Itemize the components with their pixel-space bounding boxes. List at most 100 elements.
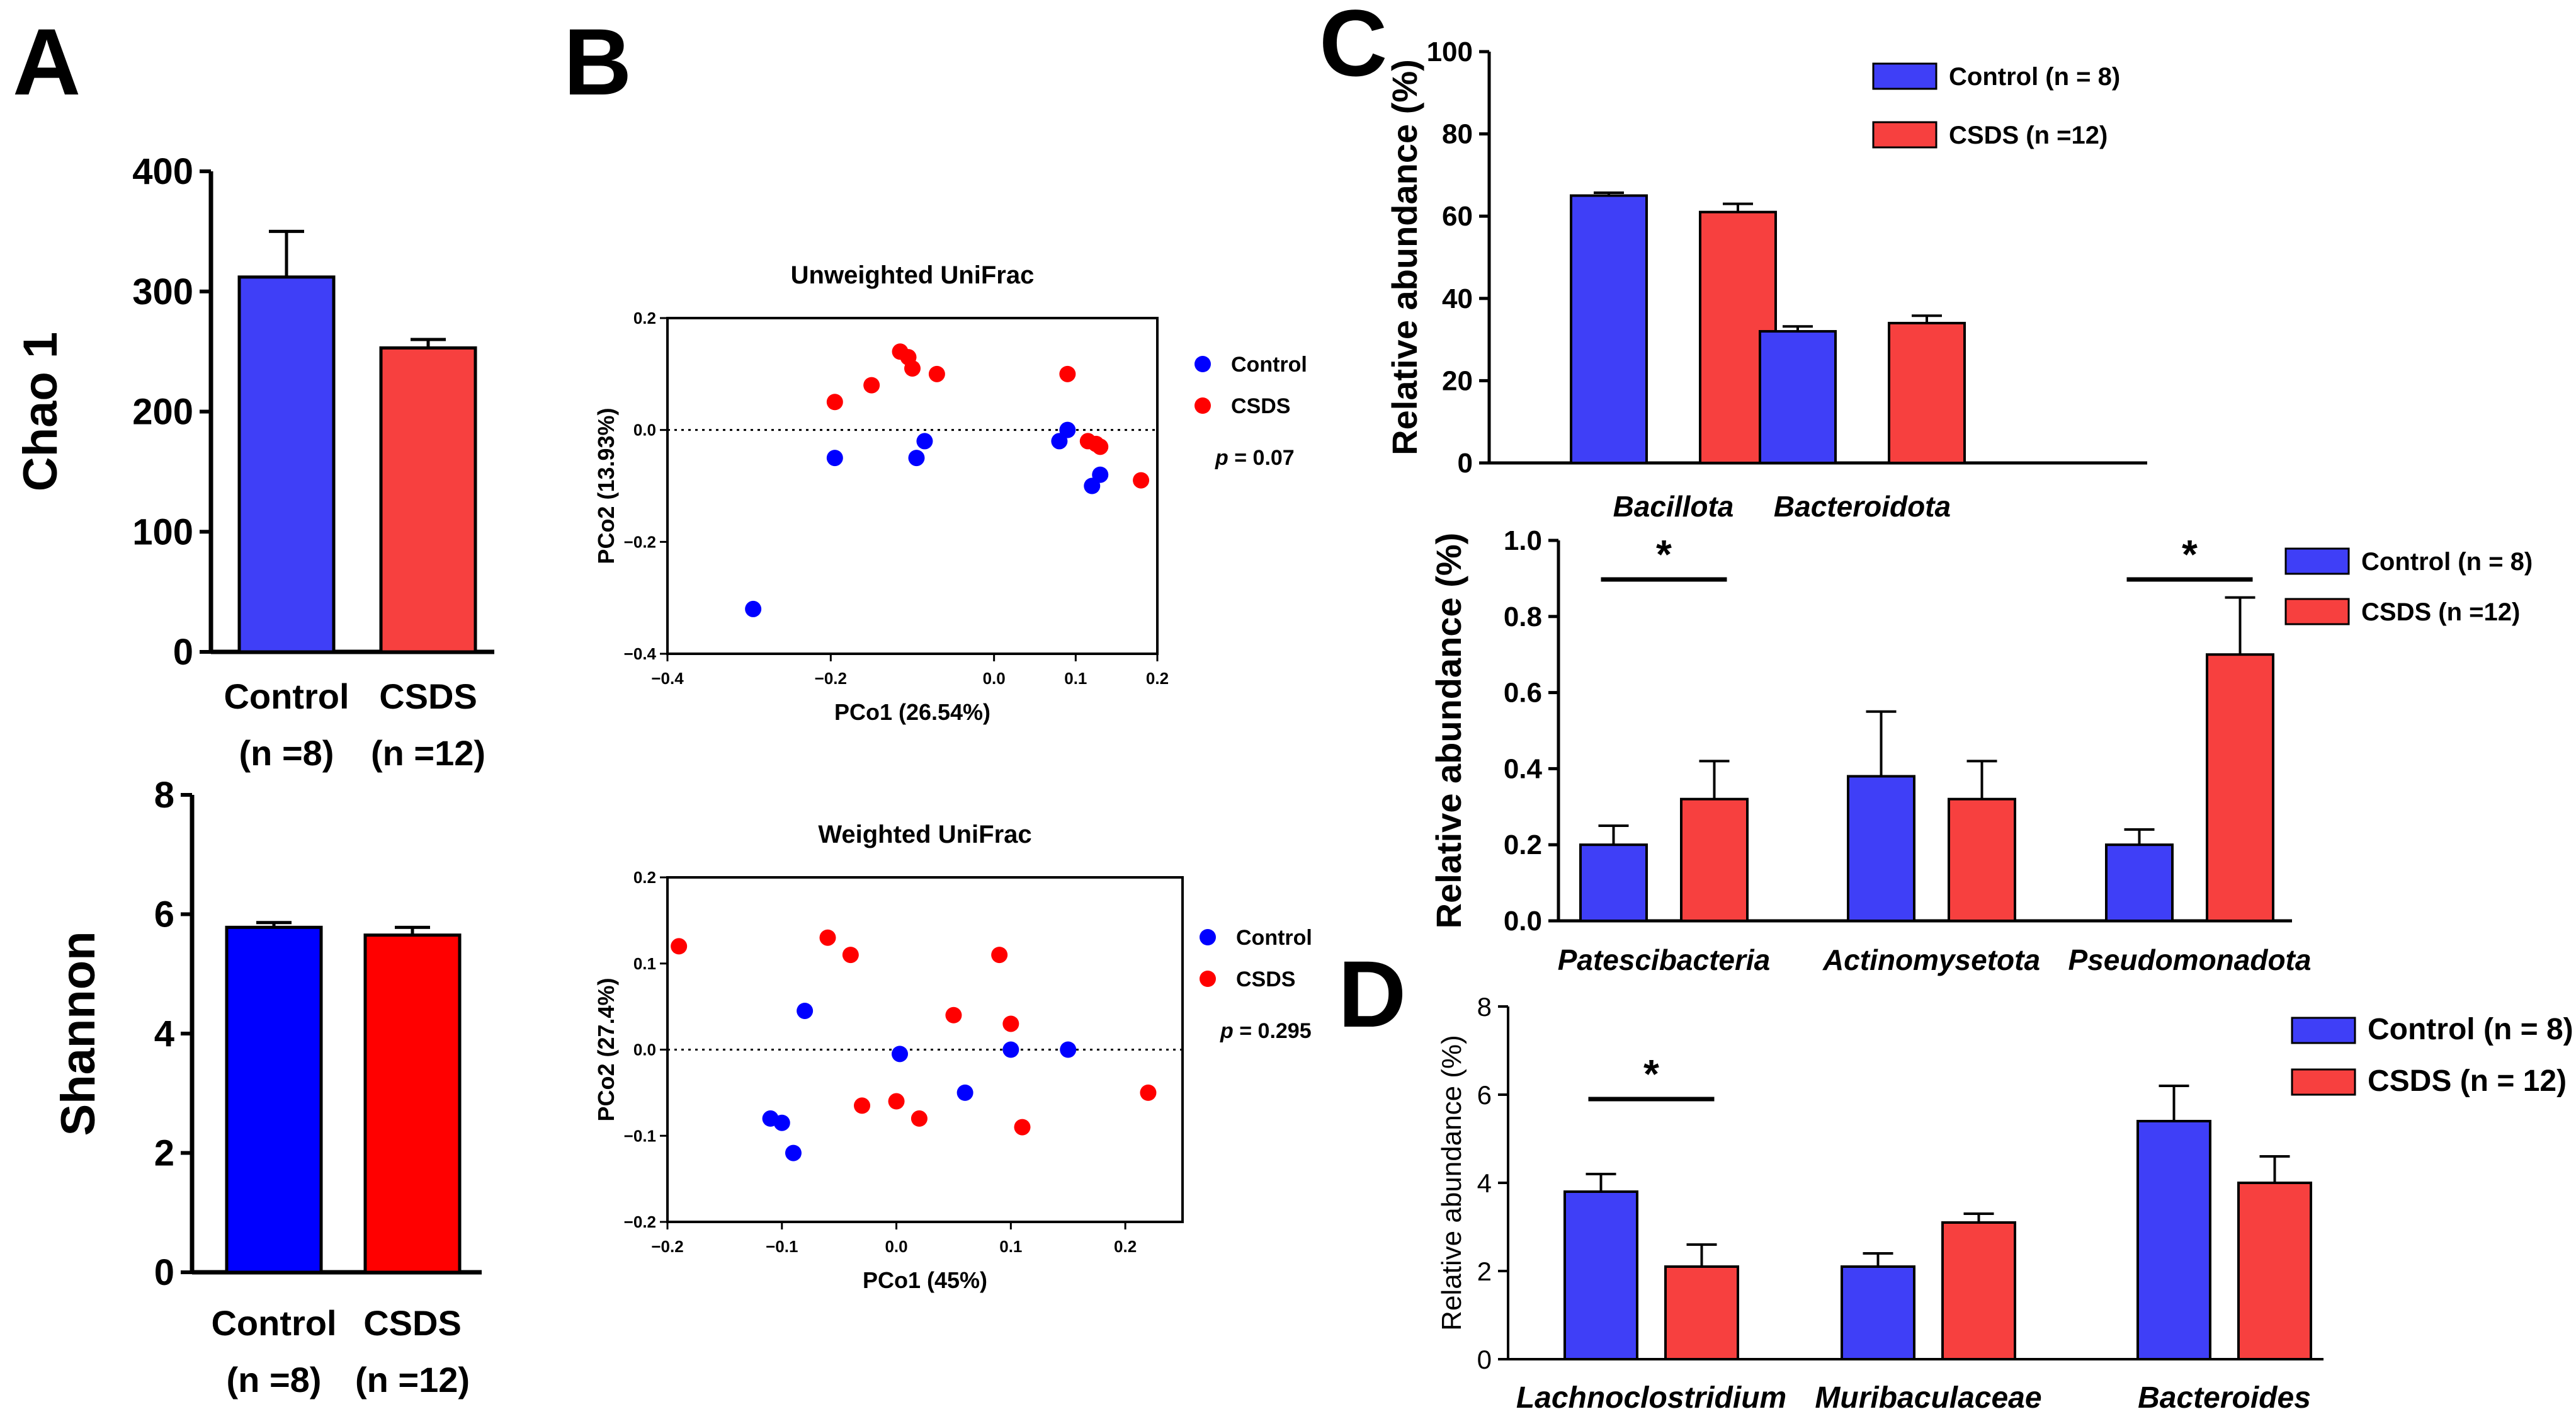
legend-label: CSDS [1236, 967, 1295, 991]
bar-muribaculaceae-control [1841, 1265, 1915, 1360]
legend-label: CSDS (n = 12) [2368, 1064, 2567, 1098]
y-axis-label: Relative abundance (%) [1385, 59, 1424, 455]
legend-marker-control [1200, 929, 1216, 945]
point-csds [911, 1110, 928, 1127]
y-tick-label: 0.0 [633, 421, 656, 440]
x-axis-label: PCo1 (26.54%) [834, 699, 990, 725]
point-control [785, 1144, 802, 1161]
p-value-text: p = 0.295 [1220, 1019, 1312, 1043]
point-control [916, 433, 933, 450]
bar-bacteroides-csds [2237, 1182, 2312, 1360]
point-csds [819, 929, 836, 946]
category-label: CSDS [379, 676, 477, 716]
point-csds [945, 1006, 962, 1023]
panel-letter-c: C [1319, 0, 1387, 96]
category-n-label: (n =12) [371, 733, 485, 773]
point-csds [842, 947, 859, 964]
category-n-label: (n =8) [227, 1360, 322, 1400]
point-control [892, 1046, 909, 1063]
y-axis-label: Relative abundance (%) [1429, 533, 1468, 929]
point-control [956, 1084, 973, 1101]
legend-swatch-control [2291, 1017, 2356, 1044]
x-tick-label: 0.1 [999, 1237, 1022, 1256]
p-value-symbol: p [1215, 446, 1228, 470]
y-tick-label: 0.4 [1504, 753, 1543, 784]
point-csds [928, 365, 945, 382]
y-tick-label: 0.0 [633, 1041, 656, 1059]
bar-lachnoclostridium-control [1563, 1190, 1638, 1360]
bar-actinomysetota-control [1847, 775, 1915, 922]
bar-csds [363, 933, 462, 1274]
point-control [1059, 421, 1076, 438]
legend-swatch-control [1872, 62, 1938, 90]
category-label: Actinomysetota [1822, 944, 2040, 976]
y-tick-label: 8 [1477, 992, 1492, 1022]
point-csds [863, 377, 880, 394]
legend-swatch-csds [2291, 1068, 2356, 1096]
point-csds [1092, 438, 1109, 455]
point-csds [826, 394, 843, 411]
x-tick-label: −0.1 [766, 1237, 798, 1256]
point-csds [904, 360, 921, 377]
y-tick-label: 100 [132, 511, 193, 552]
legend-label: CSDS [1231, 394, 1290, 418]
y-tick-label: 0.2 [633, 309, 656, 328]
y-tick-label: 80 [1442, 119, 1473, 150]
legend-marker-csds [1194, 397, 1211, 414]
bar-pseudomonadota-control [2105, 843, 2174, 922]
phyla-bottom-chart: 0.0 0.2 0.4 0.6 0.8 1.0 Relative abundance (%)… [1429, 525, 2533, 976]
x-axis-label: PCo1 (45%) [863, 1267, 987, 1293]
y-tick-label: −0.4 [624, 644, 657, 663]
plot-title: Weighted UniFrac [818, 821, 1031, 848]
y-tick-label: 4 [154, 1013, 174, 1054]
category-n-label: (n =12) [355, 1360, 470, 1400]
point-csds [1059, 365, 1076, 382]
y-tick-label: 40 [1442, 283, 1473, 314]
category-n-label: (n =8) [239, 733, 334, 773]
legend-marker-csds [1200, 971, 1216, 987]
legend-swatch-csds [2284, 598, 2350, 625]
point-control [745, 600, 762, 617]
point-csds [854, 1097, 871, 1114]
y-tick-label: 8 [154, 775, 174, 816]
y-tick-label: 0.2 [633, 868, 656, 887]
x-tick-label: 0.2 [1146, 669, 1169, 688]
y-tick-label: 400 [132, 151, 193, 192]
significance-star: * [1643, 1051, 1659, 1097]
bar-bacillota-control [1570, 194, 1648, 464]
bar-control [225, 925, 323, 1274]
y-tick-label: 200 [132, 392, 193, 433]
bar-control [237, 275, 336, 654]
category-label: Control [211, 1303, 336, 1343]
y-axis-label: PCo2 (13.93%) [593, 408, 619, 564]
point-csds [1014, 1119, 1031, 1136]
y-axis-label: Relative abundance (%) [1436, 1035, 1467, 1331]
legend-label: Control (n = 8) [2368, 1013, 2573, 1046]
legend-label: Control (n = 8) [2361, 548, 2533, 576]
y-tick-label: 4 [1477, 1168, 1492, 1198]
y-tick-label: 0 [1458, 448, 1473, 479]
p-value-number: = 0.07 [1228, 446, 1295, 470]
significance-star: * [1656, 532, 1672, 577]
y-tick-label: 6 [154, 894, 174, 935]
x-tick-label: 0.2 [1114, 1237, 1137, 1256]
y-tick-label: 0 [173, 632, 193, 673]
genera-chart: 0 2 4 6 8 Relative abundance (%) Lachnoclostri… [1436, 992, 2573, 1414]
bar-lachnoclostridium-csds [1664, 1265, 1739, 1360]
x-tick-label: 0.1 [1064, 669, 1087, 688]
y-tick-label: 0.1 [633, 954, 656, 973]
significance-star: * [2182, 532, 2198, 577]
x-tick-label: −0.4 [651, 669, 684, 688]
y-tick-label: 2 [154, 1133, 174, 1174]
category-label: Pseudomonadota [2068, 944, 2312, 976]
point-csds [991, 947, 1008, 964]
point-csds [888, 1093, 905, 1110]
y-axis-label: Shannon [52, 931, 105, 1136]
y-tick-label: 0 [154, 1252, 174, 1293]
y-tick-label: 20 [1442, 365, 1473, 396]
p-value-number: = 0.295 [1234, 1019, 1312, 1043]
legend-label: CSDS (n =12) [1949, 122, 2108, 149]
y-tick-label: −0.1 [624, 1126, 656, 1145]
